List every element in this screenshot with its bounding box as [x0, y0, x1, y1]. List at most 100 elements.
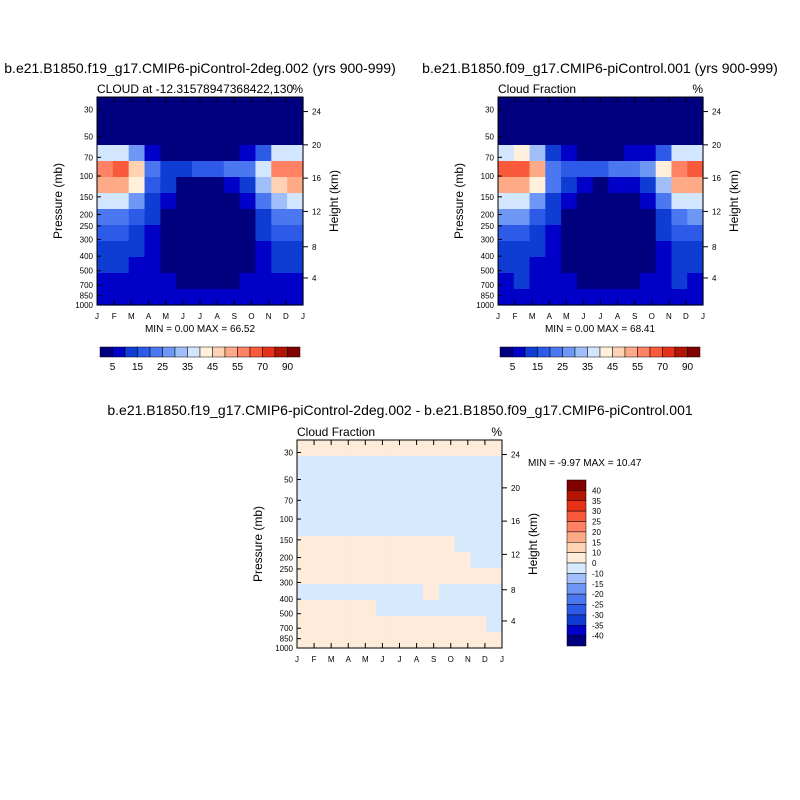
field-cell [608, 145, 625, 162]
field-cell [176, 161, 193, 178]
field-cell [624, 161, 641, 178]
field-cell [608, 113, 625, 130]
height-tick-label: 4 [511, 617, 516, 626]
field-cell [498, 289, 515, 306]
field-cell [608, 225, 625, 242]
panel-1-ylabel-right: Height (km) [327, 170, 341, 232]
field-cell [207, 193, 225, 210]
field-cell [687, 209, 704, 226]
field-cell [608, 289, 625, 306]
x-tick-label: A [146, 312, 152, 321]
x-tick-label: J [496, 312, 500, 321]
field-cell [561, 241, 578, 258]
field-cell [454, 440, 472, 457]
field-cell [239, 97, 257, 114]
y-tick-label: 300 [481, 235, 495, 244]
colorbar-label: 55 [232, 362, 244, 373]
field-cell [255, 145, 272, 162]
field-cell [287, 145, 304, 162]
field-cell [144, 273, 161, 290]
field-cell [128, 113, 146, 130]
field-cell [470, 536, 487, 553]
field-cell [639, 161, 657, 178]
x-tick-label: M [362, 655, 369, 664]
field-cell [312, 632, 330, 649]
field-cell [312, 440, 330, 457]
field-cell [176, 273, 193, 290]
field-cell [375, 584, 393, 601]
field-cell [192, 113, 209, 130]
field-cell [375, 552, 393, 569]
field-cell [513, 161, 531, 178]
field-cell [470, 600, 487, 617]
field-cell [344, 488, 361, 505]
field-cell [128, 161, 146, 178]
field-cell [592, 289, 609, 306]
field-cell [312, 520, 330, 537]
field-cell [287, 241, 304, 258]
x-tick-label: A [414, 655, 420, 664]
field-cell [407, 504, 424, 521]
field-cell [128, 289, 146, 306]
y-tick-label: 100 [80, 172, 94, 181]
field-cell [112, 97, 130, 114]
field-cell [391, 632, 408, 649]
field-cell [112, 145, 130, 162]
colorbar-swatch [566, 521, 587, 533]
field-cell [255, 161, 272, 178]
panel-1: b.e21.B1850.f19_g17.CMIP6-piControl-2deg… [4, 60, 395, 335]
panel-3-stats: MIN = -9.97 MAX = 10.47 [528, 458, 642, 469]
y-tick-label: 150 [481, 193, 495, 202]
field-cell [239, 129, 257, 146]
field-cell [239, 289, 257, 306]
colorbar-swatch [566, 531, 587, 543]
field-cell [423, 472, 440, 489]
field-cell [271, 225, 288, 242]
field-cell [655, 241, 673, 258]
field-cell [112, 129, 130, 146]
field-cell [592, 97, 609, 114]
field-cell [255, 113, 272, 130]
field-cell [576, 97, 594, 114]
field-cell [671, 113, 688, 130]
panel-3-ylabel-right: Height (km) [526, 513, 540, 575]
field-cell [128, 129, 146, 146]
field-cell [486, 616, 503, 633]
field-cell [671, 145, 688, 162]
field-cell [608, 273, 625, 290]
field-cell [160, 193, 177, 210]
field-cell [176, 145, 193, 162]
field-cell [192, 241, 209, 258]
field-cell [671, 289, 688, 306]
field-cell [655, 177, 673, 194]
field-cell [391, 552, 408, 569]
field-cell [454, 632, 472, 649]
field-cell [97, 113, 114, 130]
x-tick-label: A [214, 312, 220, 321]
x-tick-label: J [398, 655, 402, 664]
colorbar-swatch [537, 346, 551, 358]
field-cell [639, 129, 657, 146]
field-cell [112, 225, 130, 242]
colorbar-label: 90 [682, 362, 694, 373]
height-tick-label: 12 [312, 207, 321, 216]
field-cell [192, 225, 209, 242]
field-cell [561, 177, 578, 194]
field-cell [592, 129, 609, 146]
colorbar-label: 15 [132, 362, 144, 373]
field-cell [297, 456, 314, 473]
field-cell [423, 600, 440, 617]
x-tick-label: F [112, 312, 117, 321]
field-cell [97, 193, 114, 210]
height-tick-label: 20 [712, 141, 721, 150]
field-cell [438, 568, 456, 585]
field-cell [576, 113, 594, 130]
field-cell [176, 257, 193, 274]
colorbar-swatch [187, 346, 201, 358]
field-cell [529, 257, 546, 274]
field-cell [639, 145, 657, 162]
colorbar-swatch [499, 346, 513, 358]
field-cell [576, 129, 594, 146]
field-cell [423, 536, 440, 553]
field-cell [207, 129, 225, 146]
